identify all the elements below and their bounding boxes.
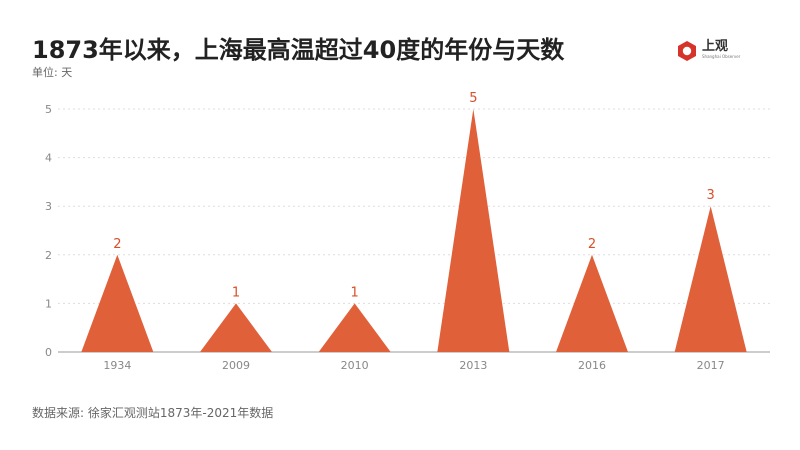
bar-mark bbox=[437, 109, 510, 352]
y-tick-label: 3 bbox=[45, 200, 52, 213]
x-tick-label: 2010 bbox=[341, 359, 369, 372]
source-note: 数据来源: 徐家汇观测站1873年-2021年数据 bbox=[32, 406, 274, 420]
logo-name: 上观 bbox=[702, 39, 729, 54]
bar-mark bbox=[556, 254, 628, 352]
data-label: 2 bbox=[588, 237, 596, 252]
y-tick-label: 5 bbox=[45, 103, 52, 116]
y-tick-label: 2 bbox=[45, 249, 52, 262]
grid-lines bbox=[58, 108, 770, 353]
x-tick-label: 2017 bbox=[697, 359, 725, 372]
y-tick-label: 0 bbox=[45, 346, 52, 359]
y-axis-ticks: 0 1 2 3 4 5 bbox=[45, 103, 52, 359]
data-label: 5 bbox=[469, 91, 477, 106]
data-label: 1 bbox=[351, 285, 359, 300]
bar-mark bbox=[674, 206, 747, 352]
x-tick-label: 2009 bbox=[222, 359, 250, 372]
unit-label: 单位: 天 bbox=[32, 66, 73, 79]
bar-mark bbox=[200, 303, 272, 352]
logo-subtitle: Shanghai Observer bbox=[702, 54, 741, 59]
data-label: 3 bbox=[707, 188, 715, 203]
data-label: 1 bbox=[232, 285, 240, 300]
logo: 上观 Shanghai Observer bbox=[676, 40, 740, 62]
bar-mark bbox=[318, 303, 391, 352]
chart-title: 1873年以来，上海最高温超过40度的年份与天数 bbox=[32, 36, 565, 64]
bar-mark bbox=[81, 254, 154, 352]
x-axis-ticks: 1934 2009 2010 2013 2016 2017 bbox=[103, 359, 724, 372]
y-tick-label: 4 bbox=[45, 152, 52, 165]
data-labels: 2 1 1 5 2 3 bbox=[113, 91, 715, 300]
x-tick-label: 1934 bbox=[103, 359, 131, 372]
hexagon-ring-icon bbox=[678, 41, 696, 61]
x-tick-label: 2013 bbox=[459, 359, 487, 372]
y-tick-label: 1 bbox=[45, 297, 52, 310]
bar-marks bbox=[81, 109, 747, 352]
x-tick-label: 2016 bbox=[578, 359, 606, 372]
data-label: 2 bbox=[113, 237, 121, 252]
